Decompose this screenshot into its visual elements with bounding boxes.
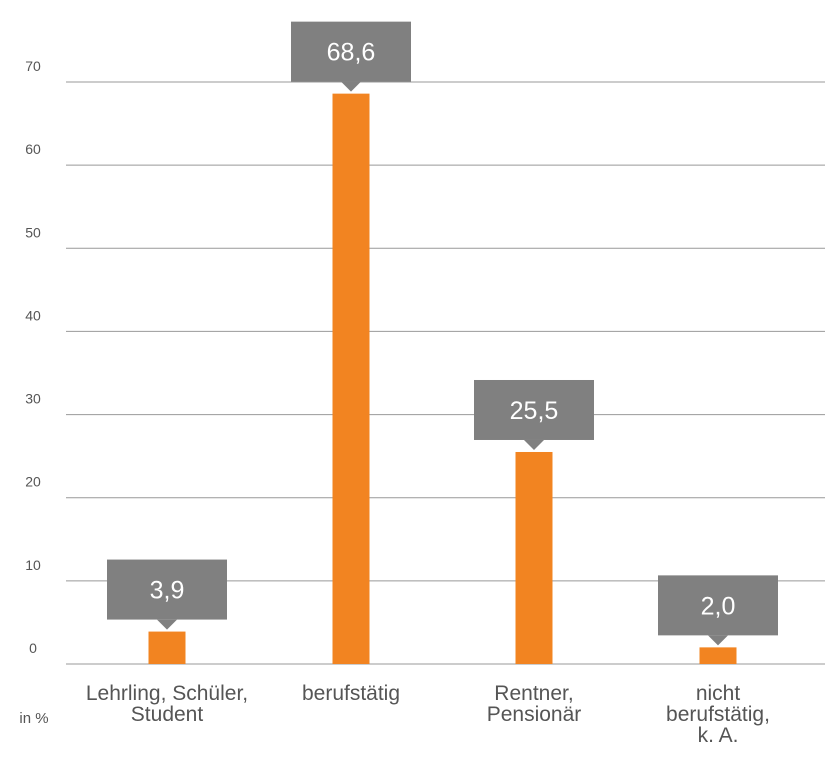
category-label-line: k. A. (698, 724, 739, 747)
y-tick-label: 60 (25, 141, 41, 157)
y-tick-label: 20 (25, 474, 41, 490)
bar (515, 451, 553, 664)
value-label: 25,5 (510, 397, 559, 425)
value-callouts: 3,9 68,6 25,5 2,0 (107, 21, 778, 646)
category-label: Lehrling, Schüler, Student (86, 682, 248, 726)
category-label-line: Rentner, (494, 682, 573, 705)
y-axis-ticks: 0 10 20 30 40 50 60 70 (25, 58, 41, 656)
category-labels: Lehrling, Schüler, Student berufstätig Rent… (86, 682, 770, 747)
unit-label: in % (19, 710, 48, 727)
category-label-line: nicht (696, 682, 741, 705)
value-callout: 68,6 (291, 21, 411, 92)
y-tick-label: 40 (25, 307, 41, 323)
callout-pointer (708, 635, 728, 646)
category-label-line: Student (131, 703, 204, 726)
value-callout: 3,9 (107, 559, 227, 630)
category-label-line: Lehrling, Schüler, (86, 682, 248, 705)
y-tick-label: 0 (29, 640, 37, 656)
bar (699, 647, 737, 664)
bars (148, 93, 737, 664)
callout-box (291, 21, 411, 82)
callout-pointer (157, 619, 177, 630)
callout-pointer (524, 439, 544, 450)
bar (148, 631, 186, 664)
value-label: 68,6 (327, 39, 376, 67)
bar (332, 93, 370, 664)
y-tick-label: 70 (25, 58, 41, 74)
category-label: berufstätig (302, 682, 400, 705)
category-label-line: berufstätig, (666, 703, 770, 726)
callout-box (474, 379, 594, 440)
callout-box (658, 575, 778, 636)
callout-box (107, 559, 227, 620)
y-tick-label: 50 (25, 224, 41, 240)
value-label: 2,0 (701, 592, 736, 620)
value-callout: 2,0 (658, 575, 778, 646)
value-callout: 25,5 (474, 379, 594, 450)
category-label-line: Pensionär (487, 703, 582, 726)
category-label-line: berufstätig (302, 682, 400, 705)
value-label: 3,9 (150, 577, 185, 605)
callout-pointer (341, 81, 361, 92)
y-tick-label: 30 (25, 391, 41, 407)
category-label: nicht berufstätig, k. A. (666, 682, 770, 747)
y-tick-label: 10 (25, 557, 41, 573)
category-label: Rentner, Pensionär (487, 682, 582, 726)
